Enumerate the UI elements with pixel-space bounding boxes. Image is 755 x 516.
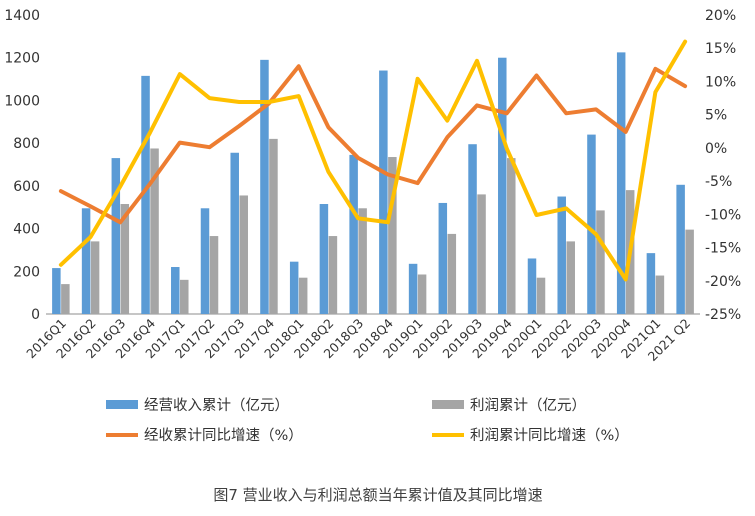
profit-bar [90,241,100,314]
y-right-tick-label: 10% [705,74,736,90]
legend: 经营收入累计（亿元） 利润累计（亿元） 经收累计同比增速（%） 利润累计同比增速（%） [106,397,629,444]
revenue-bar [438,202,448,314]
revenue-bar [498,57,507,314]
profit-bar [596,210,605,314]
revenue-bar [616,52,626,314]
y-left-tick-label: 800 [13,136,40,152]
lines [58,39,688,282]
y-left-tick-label: 200 [13,264,40,280]
profit-bar [209,236,219,314]
figure-caption: 图7 营业收入与利润总额当年累计值及其同比增速 [213,486,542,504]
revenue-bar [200,208,210,314]
profit-bar [655,275,665,314]
profit-bar [447,233,457,314]
revenue-bar [557,196,566,314]
profit-bar [328,236,338,314]
profit-bar [477,194,486,314]
y-right-tick-label: -25% [705,307,741,323]
revenue-bar [260,59,269,314]
revenue-bar [468,144,477,314]
revenue-bar [81,208,91,314]
y-left-tick-label: 0 [31,307,40,323]
revenue-bar [171,267,180,314]
legend-label: 利润累计同比增速（%） [470,427,629,444]
y-left-tick-label: 1200 [4,51,40,67]
profit-bar [566,241,575,314]
profit-bar [507,158,516,314]
y-left-tick-label: 400 [13,222,40,238]
y-right-tick-label: 20% [705,8,736,24]
revenue-bar [111,158,121,314]
profit-bar [120,204,130,314]
y-right-tick-label: 5% [705,108,727,124]
profit-bar [61,284,70,314]
profit-bar [269,138,278,314]
revenue-bar [587,134,596,314]
y-left-tick-label: 1400 [4,8,40,24]
revenue-growth-line [58,64,688,225]
profit-bar [150,148,159,314]
y-left-tick-label: 1000 [4,93,40,109]
legend-label: 利润累计（亿元） [470,397,586,414]
y-right-tick-label: 15% [705,41,736,57]
revenue-bar [408,263,418,314]
y-right-tick-label: 0% [705,141,727,157]
revenue-bar [527,258,537,314]
revenue-bar [319,204,329,314]
y-right-tick-label: -15% [705,241,741,257]
profit-growth-line [58,39,688,282]
legend-label: 经营收入累计（亿元） [144,397,289,414]
y-right-tick-label: -20% [705,274,741,290]
revenue-bar [52,268,61,314]
profit-bar [358,208,367,314]
revenue-bar [676,184,685,314]
profit-bar [239,195,248,314]
revenue-bar [379,70,388,315]
profit-bar [685,229,694,314]
profit-bar [180,279,189,314]
revenue-bar [646,253,656,314]
revenue-bar [349,154,358,314]
profit-bar [417,274,427,314]
profit-bar [536,277,546,314]
revenue-bar [141,75,150,314]
y-right-tick-label: -5% [705,174,732,190]
legend-label: 经收累计同比增速（%） [144,427,303,444]
y-left-tick-label: 600 [13,179,40,195]
revenue-bar [230,152,239,314]
y-right-tick-label: -10% [705,207,741,223]
profit-bar [298,277,308,314]
profit-bar [388,157,397,314]
legend-swatch [432,400,464,409]
revenue-bar [289,261,299,314]
legend-swatch [106,400,138,409]
